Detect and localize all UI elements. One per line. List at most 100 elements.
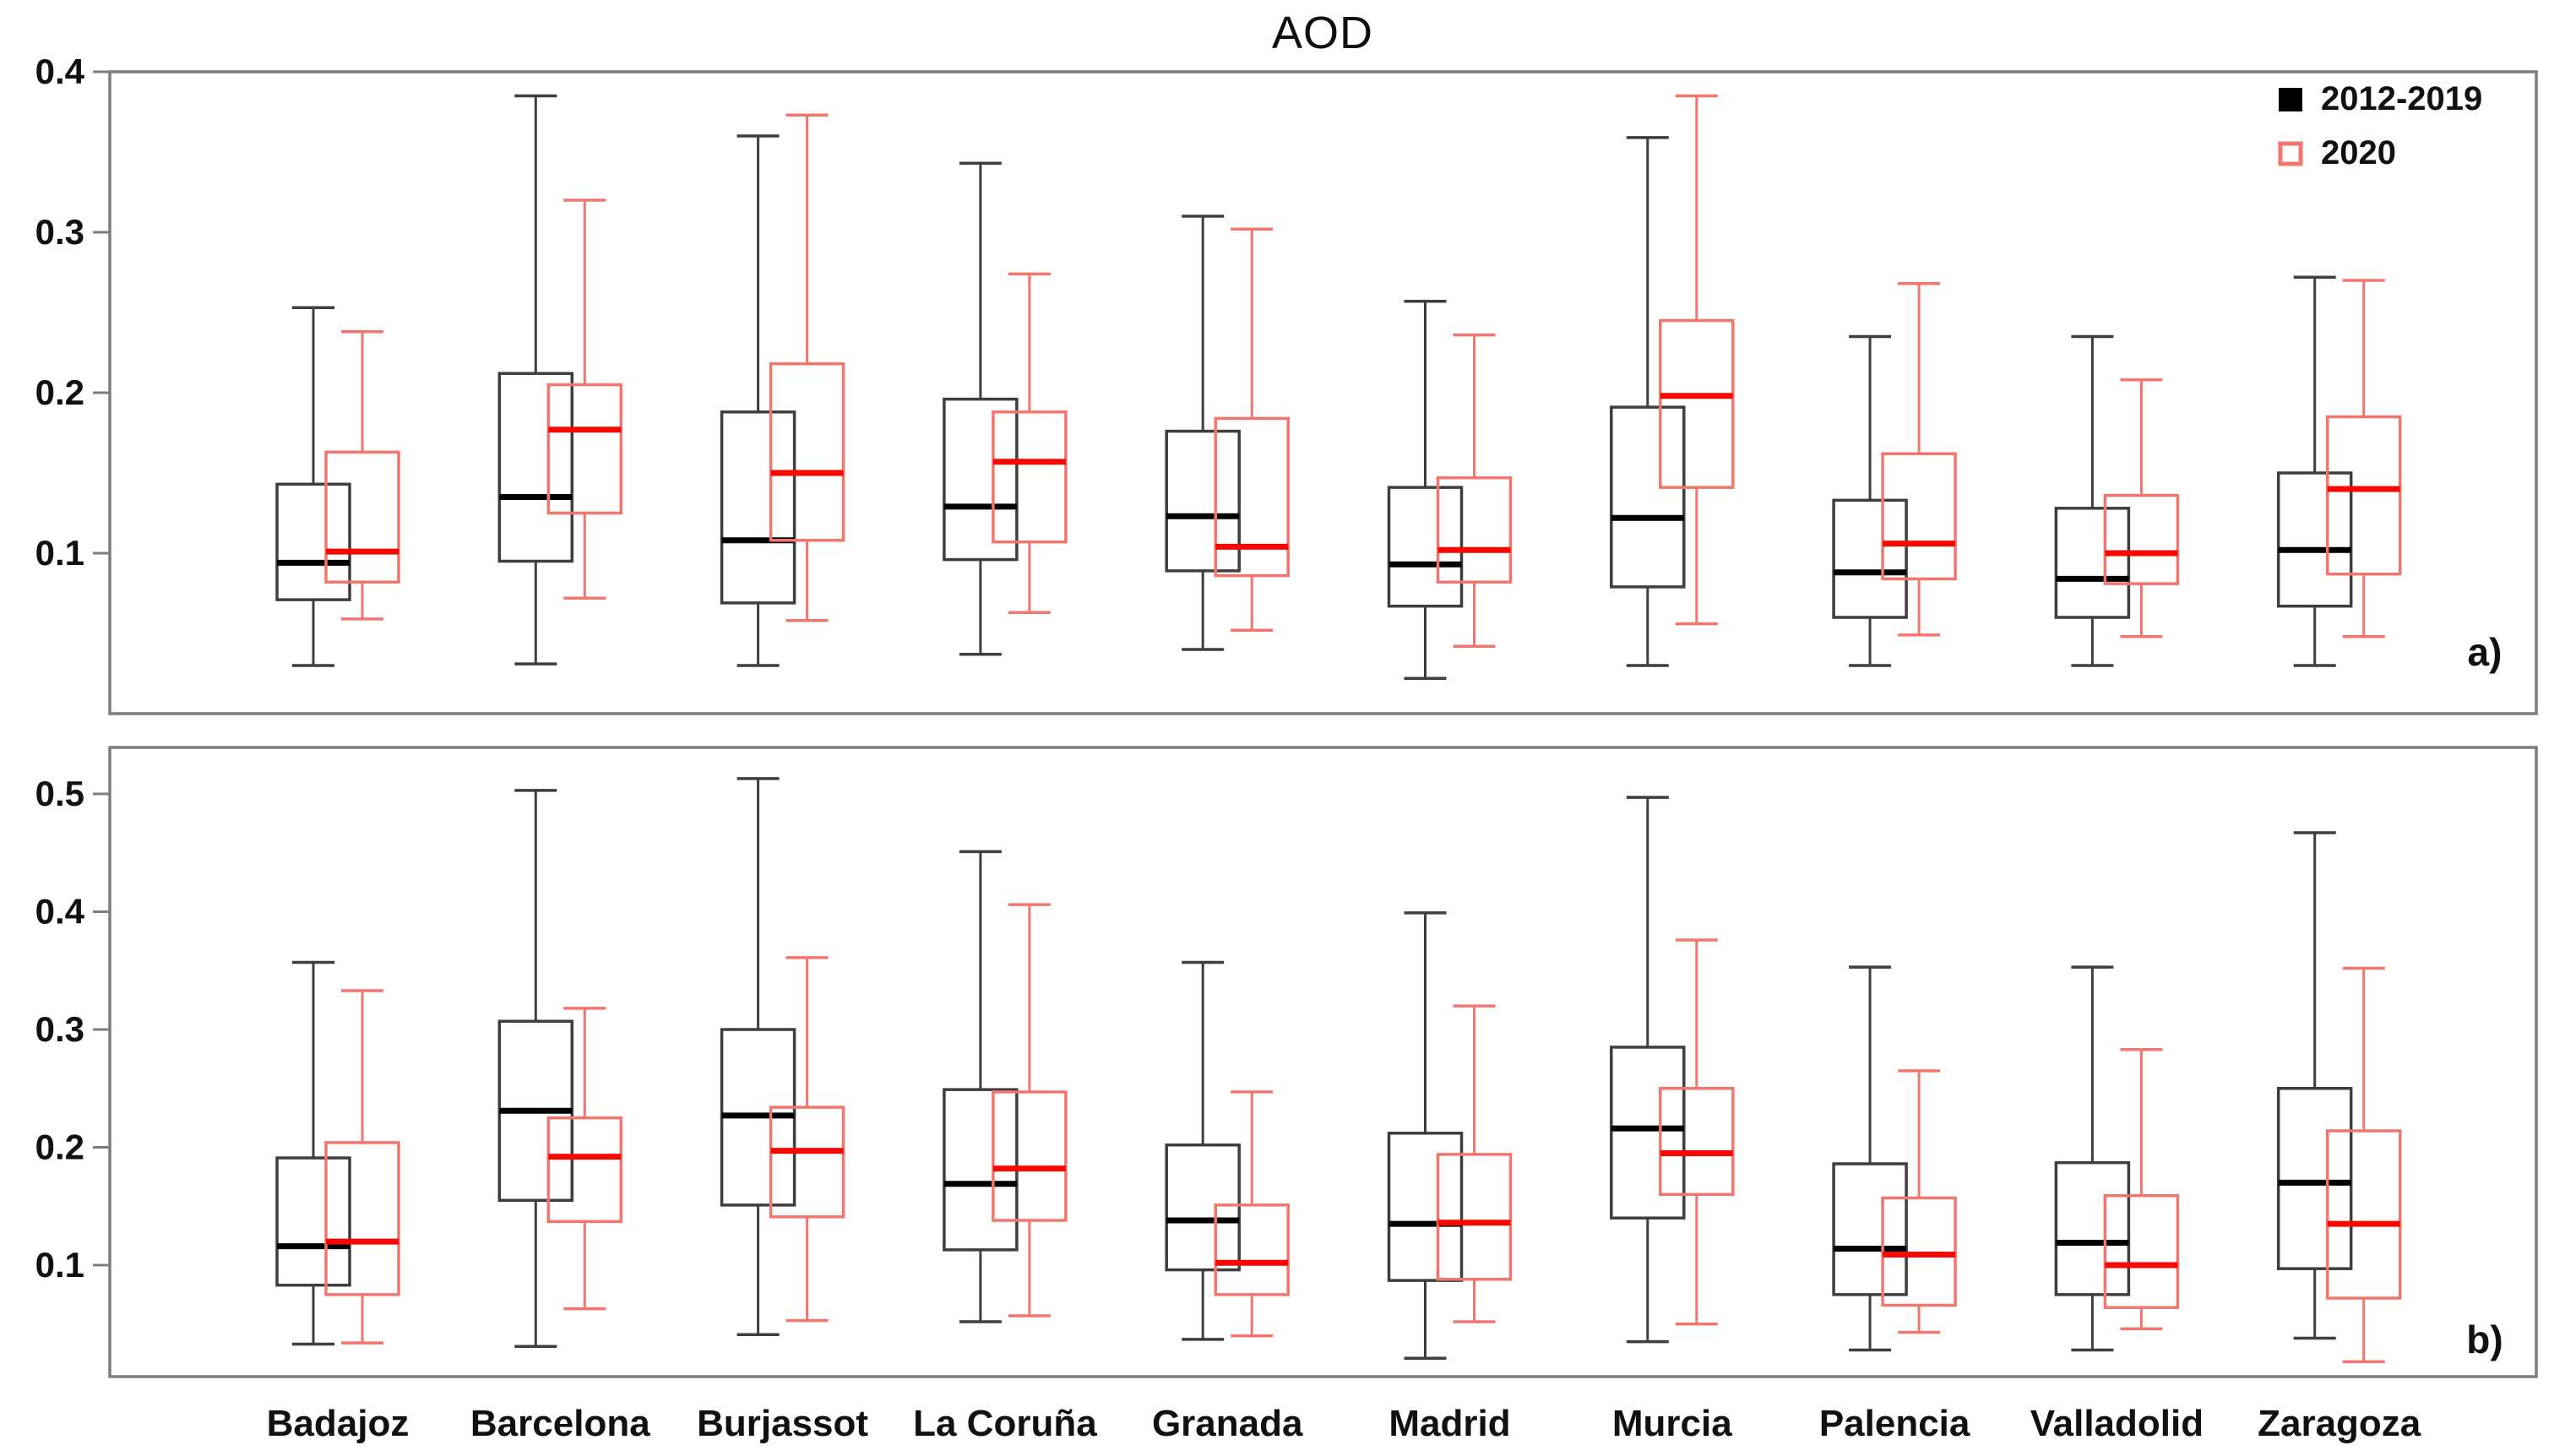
- iqr-box: [1387, 1132, 1464, 1282]
- panel-corner-label: a): [2468, 630, 2503, 674]
- iqr-box: [1214, 416, 1290, 578]
- box-group: [1832, 334, 1908, 667]
- iqr-box: [1436, 475, 1513, 584]
- panel-a: 0.1 0.2 0.3 0.4 a): [35, 52, 2538, 715]
- series-2012-2019: [275, 777, 2353, 1360]
- box-group: [497, 789, 574, 1349]
- iqr-box: [2276, 1087, 2353, 1270]
- iqr-box: [2103, 1193, 2180, 1309]
- iqr-box: [1832, 498, 1908, 619]
- box-group: [1165, 960, 1241, 1341]
- panel-b: 0.1 0.2 0.3 0.4 0.5 b): [35, 746, 2538, 1378]
- iqr-box: [2276, 471, 2353, 608]
- iqr-box: [275, 1156, 351, 1287]
- open-square-icon: [2278, 141, 2303, 166]
- iqr-box: [992, 1090, 1068, 1222]
- x-axis-label: Murcia: [1612, 1403, 1732, 1444]
- x-axis-label: Zaragoza: [2258, 1403, 2421, 1444]
- iqr-box: [2054, 1160, 2131, 1296]
- iqr-box: [1387, 486, 1464, 608]
- iqr-box: [324, 450, 400, 584]
- x-axis-label: Badajoz: [267, 1403, 410, 1444]
- iqr-box: [1881, 452, 1957, 581]
- box-group: [1165, 215, 1241, 651]
- box-group: [1214, 1090, 1290, 1338]
- box-group: [943, 161, 1019, 656]
- iqr-box: [546, 383, 623, 515]
- y-tick-label: 0.3: [35, 212, 84, 252]
- iqr-box: [275, 482, 351, 601]
- iqr-box: [1610, 405, 1686, 589]
- iqr-box: [324, 1141, 400, 1296]
- box-group: [769, 113, 845, 622]
- iqr-box: [1659, 318, 1735, 489]
- iqr-box: [943, 397, 1019, 562]
- panel-corner-label: b): [2466, 1317, 2503, 1361]
- iqr-box: [720, 410, 796, 605]
- iqr-box: [1832, 1162, 1908, 1296]
- panel-frame: [108, 70, 2538, 715]
- filled-square-icon: [2279, 88, 2302, 111]
- iqr-box: [769, 362, 845, 542]
- box-group: [720, 777, 796, 1337]
- iqr-box: [992, 410, 1068, 544]
- y-tick-label: 0.1: [35, 533, 84, 573]
- box-group: [2276, 275, 2353, 667]
- panel-frame: [108, 746, 2538, 1378]
- x-axis-label: La Coruña: [913, 1403, 1097, 1444]
- box-group: [1436, 333, 1513, 648]
- y-tick-label: 0.4: [35, 52, 85, 91]
- box-group: [1881, 282, 1957, 637]
- y-tick-label: 0.4: [35, 892, 85, 932]
- y-tick-label: 0.2: [35, 372, 84, 412]
- iqr-box: [769, 1106, 845, 1219]
- iqr-box: [497, 372, 574, 563]
- box-group: [1832, 965, 1908, 1352]
- box-group: [2103, 1047, 2180, 1331]
- series-2012-2019: [275, 94, 2353, 680]
- x-axis-label: Valladolid: [2030, 1403, 2204, 1444]
- box-group: [943, 850, 1019, 1323]
- iqr-box: [1659, 1087, 1735, 1197]
- x-axis-label: Burjassot: [697, 1403, 868, 1444]
- series-2020: [324, 94, 2402, 648]
- box-group: [1387, 299, 1464, 680]
- iqr-box: [2054, 507, 2131, 619]
- box-group: [769, 956, 845, 1323]
- box-group: [2054, 965, 2131, 1352]
- box-group: [324, 989, 400, 1345]
- legend-item: 2012-2019: [2279, 80, 2482, 117]
- box-group: [720, 134, 796, 667]
- iqr-box: [1436, 1153, 1513, 1281]
- legend-item-label: 2020: [2321, 134, 2396, 171]
- iqr-box: [2325, 415, 2402, 576]
- box-group: [2325, 966, 2402, 1364]
- legend-item-label: 2012-2019: [2321, 80, 2482, 117]
- box-group: [1659, 94, 1735, 626]
- legend-item: 2020: [2278, 134, 2396, 171]
- y-tick-label: 0.2: [35, 1127, 84, 1167]
- y-tick-label: 0.5: [35, 774, 84, 813]
- box-group: [1881, 1069, 1957, 1334]
- iqr-box: [2103, 493, 2180, 585]
- box-group: [1610, 136, 1686, 667]
- x-axis-label: Madrid: [1388, 1403, 1510, 1444]
- box-group: [275, 306, 351, 667]
- box-group: [275, 960, 351, 1346]
- iqr-box: [1214, 1203, 1290, 1296]
- box-group: [992, 903, 1068, 1317]
- series-2020: [324, 903, 2402, 1364]
- box-group: [497, 94, 574, 666]
- iqr-box: [1165, 1143, 1241, 1272]
- y-tick-label: 0.1: [35, 1245, 84, 1285]
- box-group: [2103, 378, 2180, 638]
- box-group: [1659, 938, 1735, 1326]
- box-group: [2276, 831, 2353, 1340]
- box-group: [1387, 911, 1464, 1360]
- iqr-box: [546, 1116, 623, 1224]
- box-group: [546, 1007, 623, 1311]
- legend: 2012-2019 2020: [2278, 80, 2482, 171]
- iqr-box: [1610, 1046, 1686, 1220]
